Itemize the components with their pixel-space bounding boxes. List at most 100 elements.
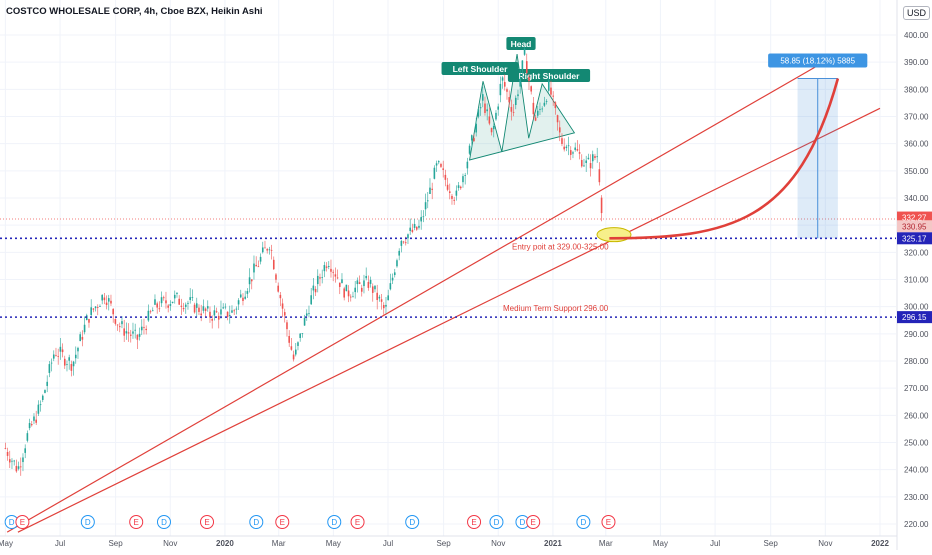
candle-body [132, 331, 134, 334]
candle-body [415, 226, 418, 230]
dividend-marker[interactable]: D [327, 515, 342, 529]
candle-body [202, 306, 205, 311]
x-tick-label: May [653, 539, 668, 548]
candle-body [272, 259, 275, 270]
entry-price-tag-bg [897, 232, 932, 245]
candle-body [195, 303, 198, 308]
candle-body [488, 116, 491, 124]
candle-body [248, 277, 251, 285]
candle-body [565, 146, 568, 149]
y-tick-label: 320.00 [904, 248, 929, 257]
candle-body [310, 295, 312, 305]
dividend-marker[interactable]: D [405, 515, 420, 529]
marker-circle [156, 515, 171, 529]
candle-body [501, 77, 504, 81]
dividend-marker[interactable]: D [489, 515, 504, 529]
earnings-marker[interactable]: E [526, 515, 541, 529]
candle-body [512, 111, 515, 113]
candle-body [187, 302, 189, 304]
candle-body [235, 308, 238, 310]
candle-body [589, 163, 592, 169]
candle-body [26, 433, 29, 441]
candle-body [275, 274, 277, 280]
trendline [6, 53, 839, 533]
x-tick-label: Sep [764, 539, 779, 548]
marker-circle [601, 515, 616, 529]
earnings-marker[interactable]: E [200, 515, 215, 529]
earnings-marker[interactable]: E [601, 515, 616, 529]
candle-body [125, 331, 128, 334]
candle-body [393, 272, 396, 276]
candle-body [363, 280, 365, 287]
dividend-marker[interactable]: D [576, 515, 591, 529]
marker-circle [129, 515, 144, 529]
x-tick-label: 2020 [216, 539, 234, 548]
candle-body [409, 227, 411, 231]
candle-body [118, 326, 121, 328]
candle-body [145, 328, 147, 331]
marker-circle [526, 515, 541, 529]
earnings-marker[interactable]: E [275, 515, 290, 529]
currency-button[interactable]: USD [903, 6, 931, 20]
candle-body [169, 304, 172, 306]
candle-body [226, 311, 229, 317]
dividend-marker[interactable]: D [156, 515, 171, 529]
left-shoulder-label-box [441, 62, 519, 75]
dividend-marker[interactable]: D [80, 515, 95, 529]
candle-body [114, 319, 117, 324]
marker-circle [405, 515, 420, 529]
candle-body [424, 202, 427, 210]
y-tick-label: 290.00 [904, 330, 929, 339]
candle-body [475, 123, 477, 133]
candle-body [206, 306, 209, 309]
marker-letter: E [134, 518, 139, 527]
candle-body [519, 78, 521, 87]
candle-body [151, 310, 154, 312]
candle-body [220, 309, 222, 315]
x-tick-label: 2022 [871, 539, 889, 548]
candle-body [116, 324, 119, 326]
earnings-marker[interactable]: E [15, 515, 30, 529]
candle-body [578, 152, 581, 154]
candle-body [556, 115, 559, 123]
candle-body [66, 364, 68, 365]
x-tick-label: Nov [818, 539, 832, 548]
candle-body [30, 424, 33, 426]
candle-body [173, 294, 176, 299]
candle-body [81, 336, 84, 340]
candle-body [598, 169, 601, 183]
candle-body [129, 334, 132, 336]
marker-circle [489, 515, 504, 529]
candle-body [596, 156, 598, 158]
marker-letter: D [161, 518, 167, 527]
candle-body [591, 154, 594, 162]
candle-body [308, 313, 310, 314]
marker-letter: E [20, 518, 25, 527]
earnings-marker[interactable]: E [129, 515, 144, 529]
candle-body [237, 300, 240, 305]
candle-body [46, 381, 48, 386]
marker-circle [200, 515, 215, 529]
candle-body [19, 466, 22, 468]
candle-body [521, 60, 524, 70]
earnings-marker[interactable]: E [350, 515, 365, 529]
candle-body [446, 184, 449, 190]
candle-body [255, 264, 257, 267]
marker-letter: D [9, 518, 15, 527]
dividend-marker[interactable]: D [249, 515, 264, 529]
candle-body [376, 292, 378, 301]
marker-letter: D [85, 518, 91, 527]
entry-price-tag: 325.17 [902, 234, 927, 243]
earnings-marker[interactable]: E [467, 515, 482, 529]
candle-body [479, 107, 482, 109]
candle-body [365, 275, 367, 279]
marker-letter: E [606, 518, 611, 527]
head-label-box [506, 37, 536, 50]
candle-body [356, 280, 359, 285]
candle-body [270, 249, 273, 251]
candle-body [83, 324, 86, 333]
candle-body [37, 404, 40, 414]
candle-body [301, 333, 304, 335]
